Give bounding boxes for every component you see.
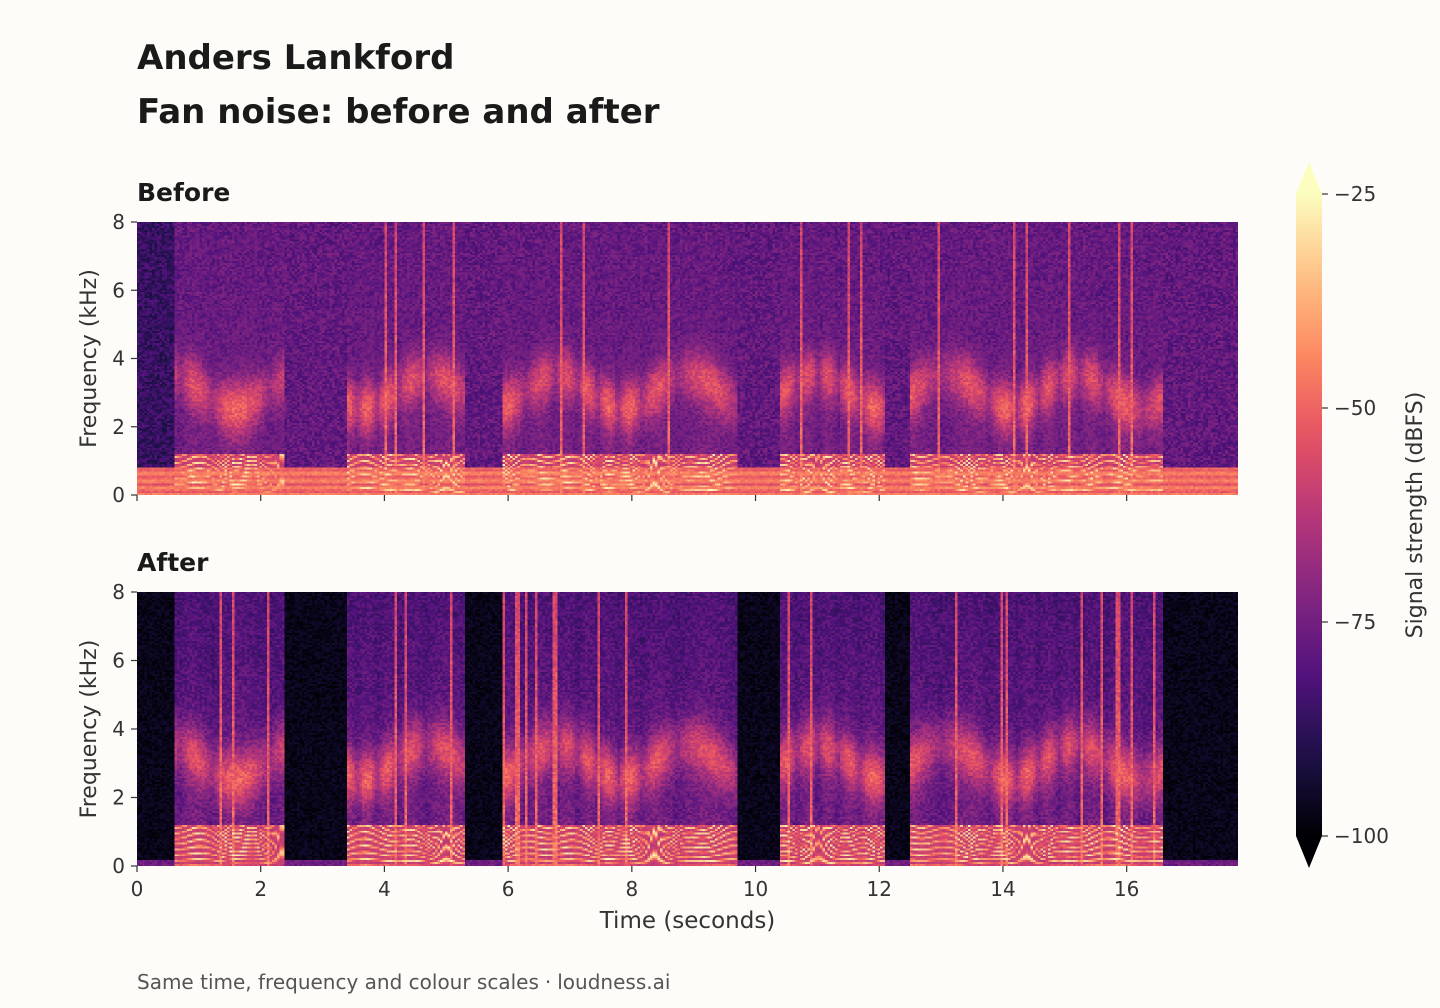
after-y-tick-label: 0 <box>112 854 125 878</box>
colorbar-label: Signal strength (dBFS) <box>1403 392 1428 639</box>
footer: Same time, frequency and colour scales · l… <box>137 970 670 994</box>
after-x-tick-label: 8 <box>625 877 638 901</box>
before-y-tick-label: 0 <box>112 483 125 507</box>
after-y-tick-label: 4 <box>112 717 125 741</box>
footer-brand: loudness.ai <box>557 970 671 994</box>
before-y-tick-label: 4 <box>112 347 125 371</box>
after-y-tick-label: 6 <box>112 649 125 673</box>
after-x-tick-label: 12 <box>867 877 892 901</box>
after-x-tick-label: 2 <box>254 877 267 901</box>
before-spectrogram <box>137 222 1238 495</box>
figure-name: Anders Lankford <box>137 38 455 78</box>
after-y-tick-label: 8 <box>112 580 125 604</box>
after-x-tick-label: 6 <box>502 877 515 901</box>
after-x-tick-label: 10 <box>743 877 768 901</box>
before-y-tick-label: 2 <box>112 415 125 439</box>
colorbar-extend-min <box>1296 836 1322 868</box>
colorbar-tick-label: −75 <box>1334 610 1376 634</box>
after-panel-title: After <box>137 548 209 577</box>
footer-separator: · <box>544 970 552 994</box>
after-x-tick-label: 0 <box>131 877 144 901</box>
before-y-tick-label: 6 <box>112 278 125 302</box>
after-y-tick-label: 2 <box>112 786 125 810</box>
after-x-tick-label: 14 <box>990 877 1015 901</box>
after-x-tick-label: 16 <box>1114 877 1139 901</box>
colorbar: −25 −50 −75 −100 Signal strength (dBFS) <box>1296 162 1428 868</box>
colorbar-extend-max <box>1296 162 1322 194</box>
before-y-axis-label: Frequency (kHz) <box>77 269 102 448</box>
colorbar-gradient <box>1296 194 1322 836</box>
after-spectrogram-image <box>137 592 1238 866</box>
after-y-axis-label: Frequency (kHz) <box>77 640 102 819</box>
figure-title: Fan noise: before and after <box>137 92 660 132</box>
colorbar-tick-label: −25 <box>1334 182 1376 206</box>
before-panel-title: Before <box>137 178 231 207</box>
colorbar-tick-label: −100 <box>1334 824 1389 848</box>
x-axis-label: Time (seconds) <box>599 908 776 934</box>
after-x-tick-label: 4 <box>378 877 391 901</box>
after-spectrogram <box>137 592 1238 866</box>
footer-note: Same time, frequency and colour scales <box>137 970 539 994</box>
before-y-tick-label: 8 <box>112 210 125 234</box>
colorbar-tick-label: −50 <box>1334 396 1376 420</box>
before-spectrogram-image <box>137 222 1238 495</box>
